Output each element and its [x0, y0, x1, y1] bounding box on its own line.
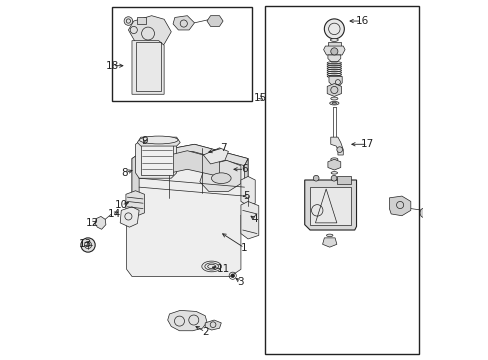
- Text: 10: 10: [115, 200, 127, 210]
- Ellipse shape: [330, 39, 338, 41]
- Polygon shape: [330, 137, 343, 155]
- Circle shape: [330, 48, 337, 55]
- Bar: [327, 42, 340, 47]
- Text: 15: 15: [253, 93, 266, 103]
- Bar: [264, 6, 418, 354]
- Polygon shape: [326, 63, 342, 76]
- Ellipse shape: [330, 172, 337, 174]
- Polygon shape: [205, 320, 221, 330]
- Polygon shape: [203, 148, 228, 164]
- Polygon shape: [125, 191, 144, 216]
- Circle shape: [124, 17, 132, 25]
- Polygon shape: [200, 160, 241, 192]
- Text: 16: 16: [355, 16, 368, 26]
- Bar: [136, 17, 145, 24]
- Polygon shape: [126, 144, 247, 276]
- Polygon shape: [167, 310, 206, 331]
- Circle shape: [81, 238, 95, 252]
- Circle shape: [324, 19, 344, 39]
- Polygon shape: [304, 180, 356, 230]
- Polygon shape: [173, 16, 194, 30]
- Text: 13: 13: [79, 239, 92, 249]
- Circle shape: [313, 175, 318, 181]
- Text: 12: 12: [86, 218, 99, 228]
- Ellipse shape: [329, 102, 338, 105]
- Text: 14: 14: [107, 209, 121, 219]
- Text: 6: 6: [241, 164, 247, 174]
- Polygon shape: [241, 158, 247, 216]
- Polygon shape: [128, 16, 171, 48]
- Ellipse shape: [330, 97, 337, 100]
- Text: 4: 4: [251, 214, 258, 224]
- Text: 8: 8: [122, 168, 128, 178]
- Text: 3: 3: [237, 277, 244, 287]
- Ellipse shape: [139, 136, 178, 144]
- Polygon shape: [132, 155, 139, 202]
- Circle shape: [336, 147, 342, 153]
- Polygon shape: [241, 202, 258, 239]
- Text: 9: 9: [141, 136, 147, 146]
- Polygon shape: [388, 196, 410, 216]
- Text: 7: 7: [219, 143, 226, 153]
- Polygon shape: [206, 16, 223, 26]
- Polygon shape: [326, 84, 341, 96]
- Ellipse shape: [202, 261, 221, 272]
- Ellipse shape: [330, 158, 337, 161]
- Polygon shape: [95, 216, 106, 229]
- Text: 11: 11: [216, 264, 229, 274]
- Polygon shape: [135, 139, 176, 178]
- Polygon shape: [137, 144, 247, 166]
- Ellipse shape: [211, 173, 231, 184]
- Polygon shape: [328, 76, 342, 86]
- Bar: [135, 42, 160, 91]
- Polygon shape: [327, 159, 340, 170]
- Text: 5: 5: [243, 191, 249, 201]
- Bar: [141, 144, 173, 175]
- Ellipse shape: [419, 208, 426, 217]
- Text: 2: 2: [202, 327, 208, 337]
- Ellipse shape: [326, 234, 332, 237]
- Circle shape: [330, 175, 336, 181]
- Polygon shape: [323, 46, 345, 55]
- Polygon shape: [132, 41, 164, 94]
- Circle shape: [230, 274, 234, 278]
- Bar: [112, 7, 251, 102]
- Polygon shape: [241, 176, 255, 206]
- Polygon shape: [327, 55, 340, 62]
- Polygon shape: [137, 137, 180, 146]
- Polygon shape: [322, 238, 336, 247]
- Text: 18: 18: [105, 61, 119, 71]
- Text: 17: 17: [360, 139, 374, 149]
- Text: 1: 1: [241, 243, 247, 253]
- Bar: [309, 187, 350, 225]
- Bar: [336, 176, 350, 184]
- Polygon shape: [162, 151, 219, 176]
- Polygon shape: [120, 207, 139, 227]
